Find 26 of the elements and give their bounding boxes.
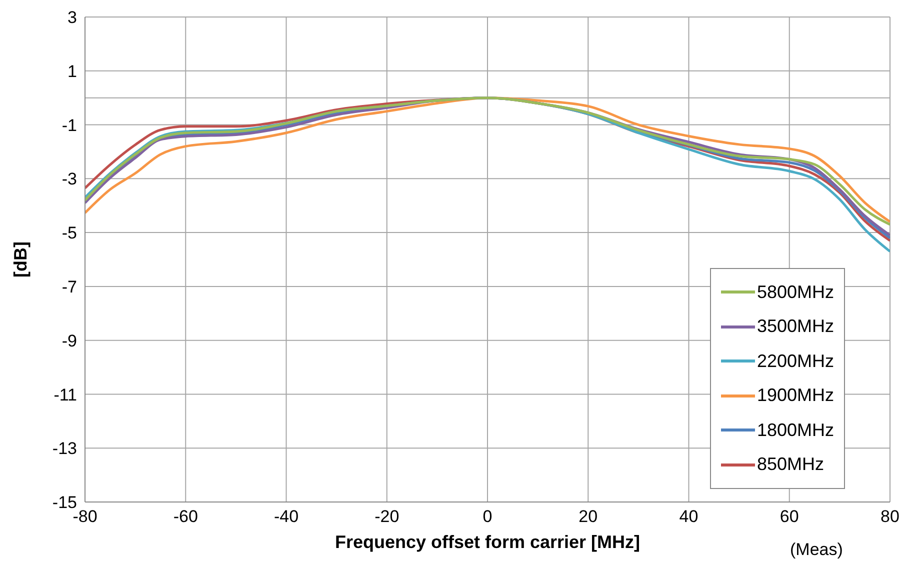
x-tick-label: 40: [679, 507, 698, 526]
legend-label: 2200MHz: [757, 350, 834, 372]
legend-label: 5800MHz: [757, 282, 834, 303]
y-axis-title: [dB]: [10, 242, 30, 278]
y-tick-label: 3: [68, 8, 77, 28]
legend-label: 850MHz: [757, 454, 824, 476]
x-tick-label: -60: [173, 507, 198, 526]
x-tick-label: -40: [274, 507, 299, 526]
x-tick-label: 20: [578, 507, 598, 526]
y-tick-label: -7: [62, 277, 77, 296]
y-tick-label: -9: [62, 331, 77, 350]
y-tick-label: -5: [62, 224, 77, 243]
y-tick-label: 1: [68, 62, 77, 81]
x-tick-label: 80: [880, 507, 900, 526]
x-tick-label: -20: [374, 507, 400, 526]
x-tick-label: 60: [780, 507, 799, 526]
text: (Meas): [790, 540, 843, 560]
y-tick-label: -11: [54, 385, 77, 404]
y-tick-label: -3: [62, 170, 77, 189]
legend-label: 1800MHz: [757, 420, 834, 441]
x-axis-title: Frequency offset form carrier [MHz]: [334, 532, 640, 552]
legend-label: 3500MHz: [757, 316, 834, 338]
y-tick-label: -1: [62, 116, 77, 135]
legend-label: 1900MHz: [757, 385, 834, 406]
x-tick-label: 0: [482, 507, 492, 526]
y-tick-label: -13: [52, 439, 77, 458]
